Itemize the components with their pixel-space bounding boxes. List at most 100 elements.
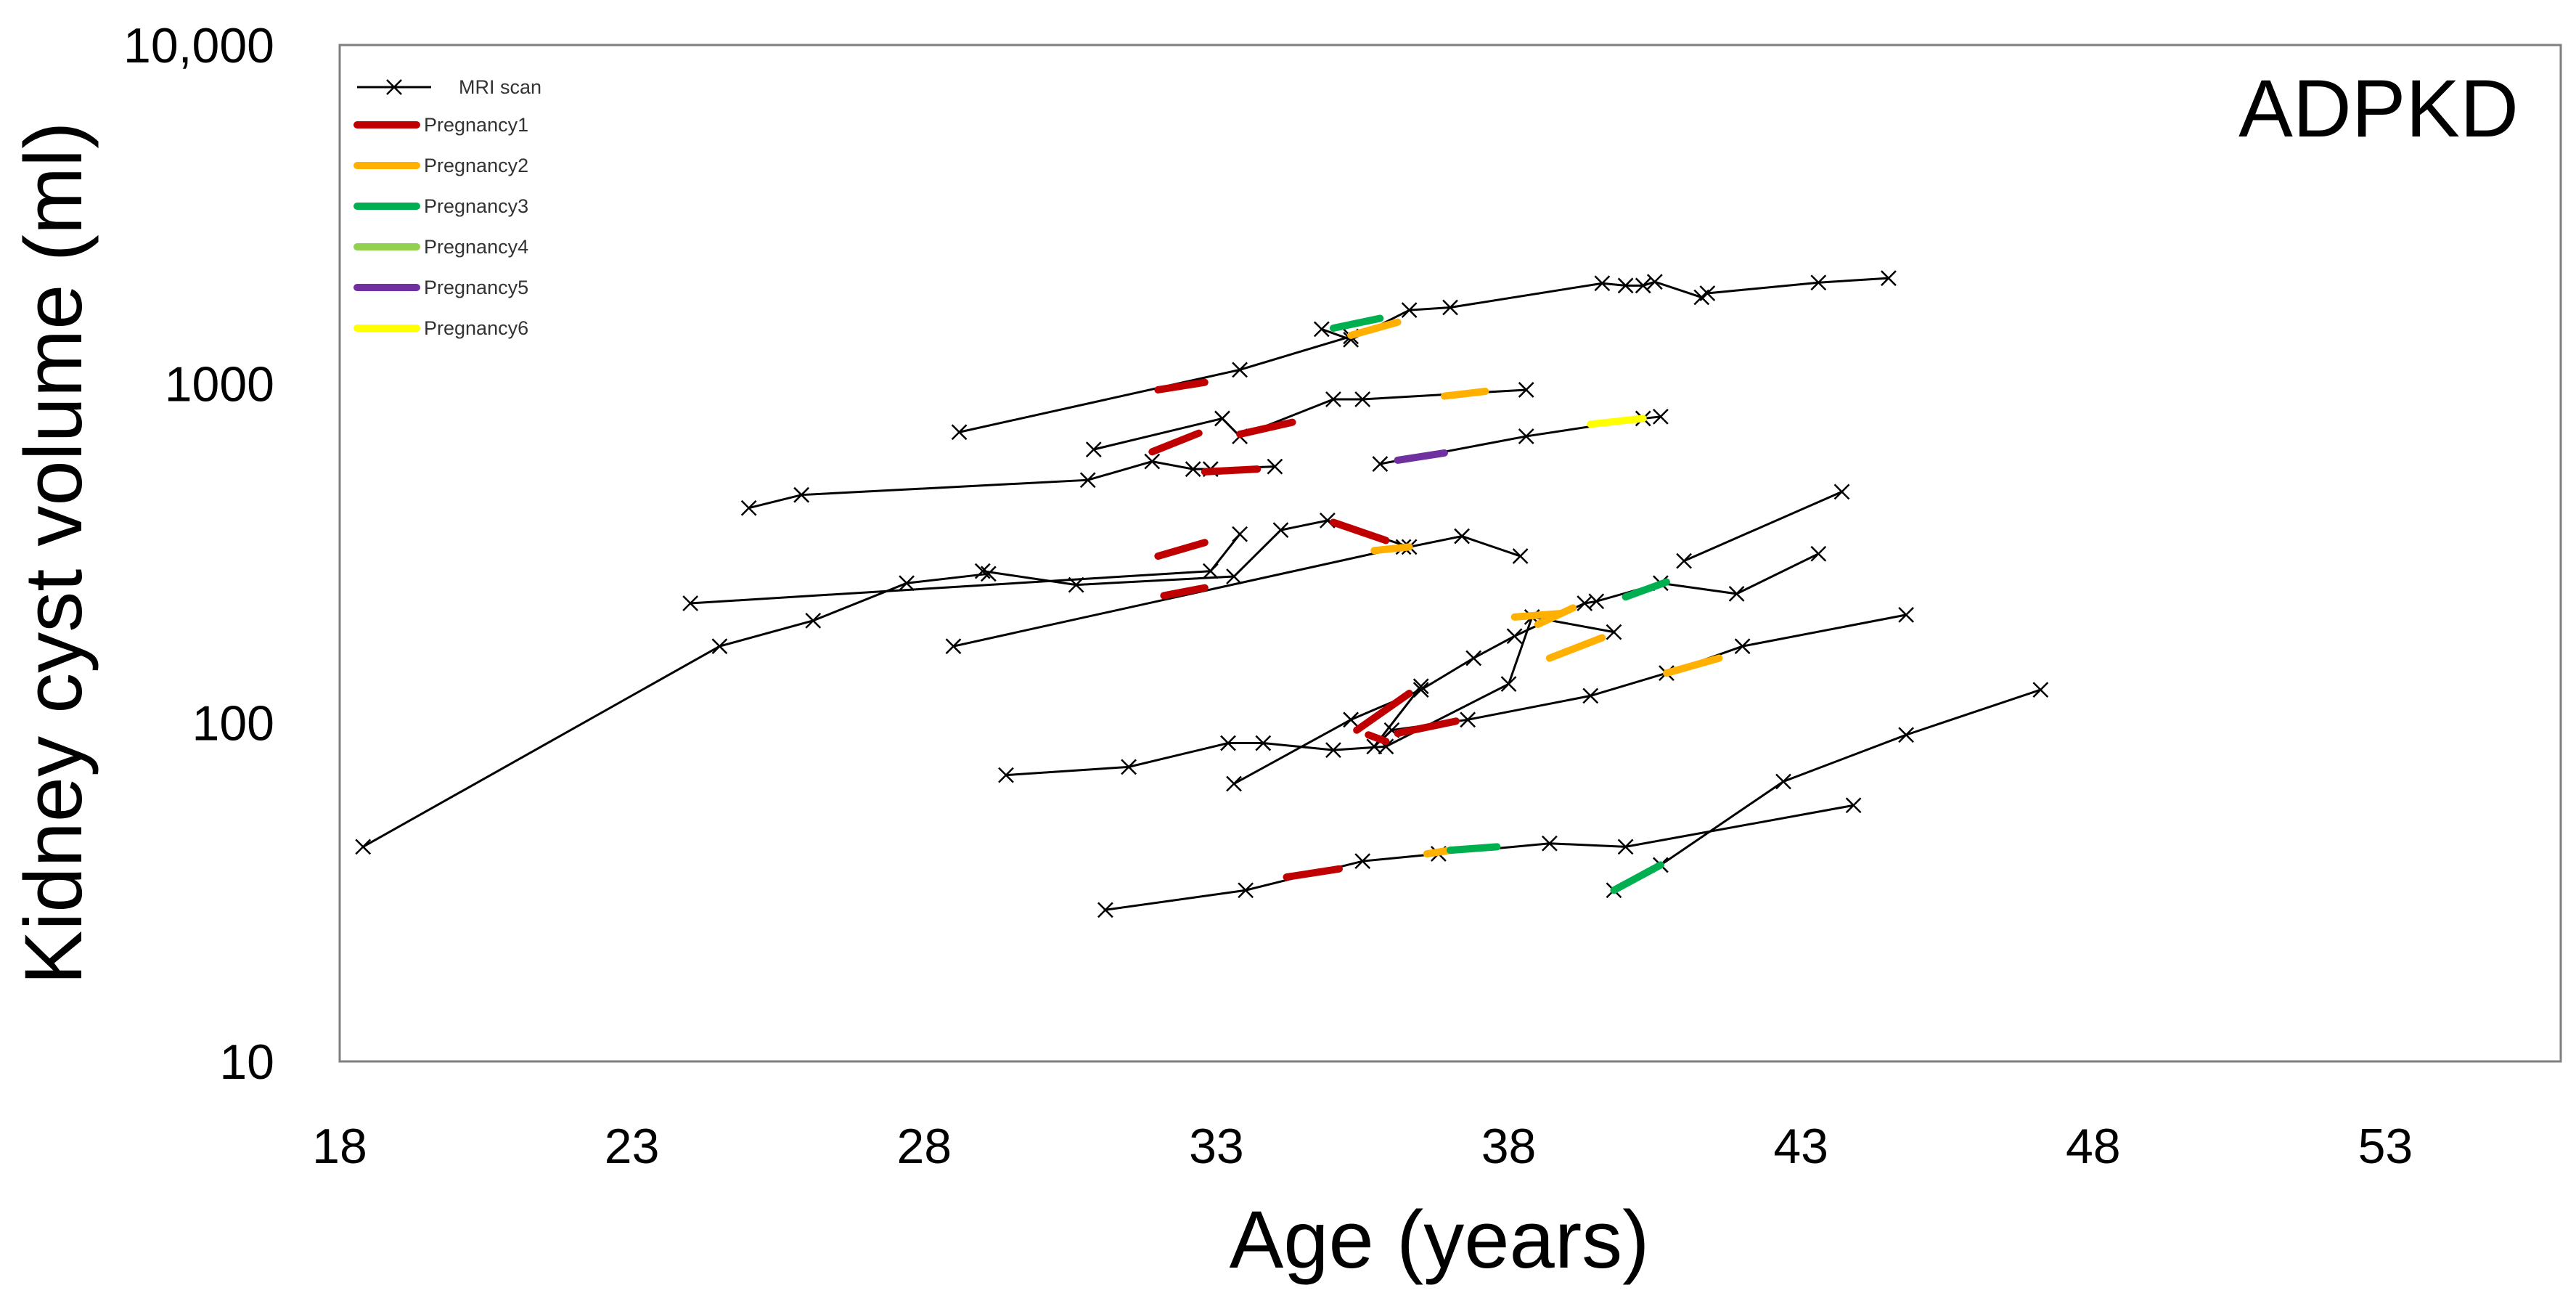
- scan-marker: [980, 566, 997, 582]
- scan-marker: [1202, 563, 1219, 579]
- scan-marker: [1144, 453, 1161, 470]
- legend-label: MRI scan: [459, 76, 541, 98]
- scan-marker: [355, 839, 372, 855]
- legend-item: Pregnancy2: [353, 155, 528, 176]
- scan-marker: [1238, 882, 1254, 899]
- scan-series-line: [1093, 388, 1526, 451]
- scan-marker: [1512, 548, 1529, 564]
- x-tick-label: 18: [312, 1119, 367, 1174]
- pregnancy-segment: [1622, 578, 1670, 601]
- scan-series: [998, 608, 1622, 783]
- scan-marker: [682, 595, 699, 611]
- pregnancy-segment: [1394, 449, 1448, 464]
- pregnancy-segment: [1587, 415, 1647, 428]
- scan-marker: [1898, 607, 1914, 623]
- scan-marker: [1267, 458, 1283, 475]
- pregnancy-segment: [1236, 418, 1296, 439]
- scan-marker: [1653, 409, 1669, 425]
- scan-series-line: [1380, 415, 1661, 465]
- scan-marker: [1734, 638, 1751, 655]
- scan-marker: [805, 612, 822, 629]
- x-tick-label: 33: [1189, 1119, 1244, 1174]
- scan-marker: [1606, 624, 1622, 640]
- legend-item: Pregnancy1: [353, 114, 528, 136]
- scan-series-line: [982, 519, 1521, 587]
- scan-marker: [1412, 682, 1429, 698]
- scan-marker: [386, 79, 402, 95]
- y-tick-label: 1000: [165, 357, 274, 412]
- scan-series: [682, 526, 1248, 611]
- y-tick-label: 100: [192, 696, 274, 751]
- legend-item: Pregnancy3: [353, 195, 528, 217]
- scan-marker: [1232, 526, 1248, 542]
- pregnancy-segment: [1447, 843, 1501, 855]
- scan-marker: [1506, 628, 1523, 645]
- y-tick-layer: 10 100 1000 10,000: [123, 18, 274, 1090]
- pregnancy-segment: [1545, 634, 1606, 662]
- scan-marker: [1226, 775, 1242, 792]
- scan-marker: [1325, 742, 1341, 758]
- scan-marker: [1699, 285, 1716, 301]
- scan-marker: [1185, 461, 1201, 478]
- scan-marker: [1635, 277, 1651, 294]
- scan-marker: [1728, 586, 1745, 602]
- scan-series: [1676, 484, 1850, 569]
- pregnancy-segment: [1329, 518, 1390, 545]
- legend-label: Pregnancy3: [424, 195, 528, 217]
- pregnancy-segment: [1365, 731, 1390, 746]
- scan-marker: [998, 767, 1014, 783]
- x-tick-label: 23: [605, 1119, 660, 1174]
- scan-marker: [1325, 391, 1341, 407]
- legend-item: MRI scan: [357, 76, 541, 98]
- scan-marker: [1617, 839, 1634, 855]
- x-tick-label: 53: [2358, 1119, 2413, 1174]
- pregnancy-segment: [1534, 604, 1577, 628]
- y-tick-label: 10: [219, 1035, 274, 1090]
- scan-marker: [1588, 593, 1605, 610]
- legend-label: Pregnancy1: [424, 114, 528, 136]
- scan-marker: [1442, 299, 1458, 316]
- x-tick-layer: 18 23 28 33 38 43 48 53: [312, 1119, 2413, 1174]
- x-tick-label: 43: [1773, 1119, 1828, 1174]
- scan-marker: [1121, 759, 1137, 775]
- scan-series: [1366, 607, 1914, 755]
- pregnancy-segment: [1283, 865, 1343, 881]
- scan-marker: [1676, 552, 1692, 569]
- scan-marker: [1542, 835, 1558, 852]
- scan-marker: [1226, 568, 1242, 584]
- scan-marker: [1313, 321, 1330, 338]
- scan-marker: [1354, 391, 1371, 407]
- scan-marker: [1085, 441, 1102, 457]
- scan-marker: [1412, 678, 1429, 695]
- scan-marker: [951, 424, 968, 441]
- scan-marker: [1518, 382, 1534, 398]
- scan-marker: [945, 638, 962, 655]
- pregnancy-segment: [1347, 318, 1402, 339]
- scan-marker: [1617, 277, 1634, 294]
- scan-marker: [1454, 528, 1470, 545]
- scan-series-line: [1321, 277, 1889, 341]
- scan-marker: [1232, 362, 1248, 378]
- pregnancy-segment: [1610, 861, 1664, 894]
- scan-marker: [711, 638, 728, 655]
- pregnancy-segment: [1662, 654, 1723, 677]
- chart-annotation: ADPKD: [2238, 63, 2519, 154]
- pregnancy-layer: [1148, 314, 1723, 894]
- x-tick-label: 28: [896, 1119, 952, 1174]
- y-axis-title: Kidney cyst volume (ml): [8, 122, 99, 985]
- legend-item: Pregnancy4: [353, 236, 528, 258]
- pregnancy-segment: [1148, 429, 1203, 456]
- scan-marker: [1833, 484, 1850, 500]
- scan-marker: [899, 575, 915, 592]
- scan-marker: [1898, 727, 1914, 743]
- pregnancy-segment: [1423, 847, 1454, 858]
- scan-marker: [1401, 302, 1418, 319]
- scan-series-line: [953, 545, 1404, 648]
- legend: MRI scan Pregnancy1 Pregnancy2 Pregnancy3 Pr…: [353, 76, 541, 339]
- scan-marker: [1775, 773, 1791, 790]
- scan-marker: [1079, 472, 1096, 489]
- pregnancy-segment: [1440, 388, 1489, 400]
- x-axis-title: Age (years): [1230, 1194, 1650, 1285]
- legend-label: Pregnancy2: [424, 155, 528, 176]
